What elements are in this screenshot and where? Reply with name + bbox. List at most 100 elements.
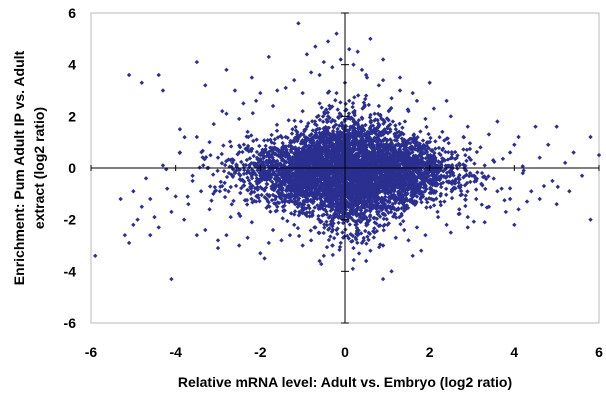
data-point [194,232,200,238]
data-point [318,154,324,159]
data-point [325,39,331,44]
data-point [335,107,340,112]
data-point [393,158,398,163]
data-point [272,137,278,142]
data-point [329,190,334,196]
data-point [444,192,449,197]
data-point [297,210,303,216]
data-point [480,174,486,180]
data-point [380,143,385,148]
data-point [482,163,487,168]
data-point [331,146,337,152]
data-point [278,150,283,155]
data-point [423,116,428,122]
data-point [326,203,331,209]
data-point [380,276,386,282]
data-point [322,111,328,116]
data-point [457,163,462,168]
data-point [258,176,264,181]
data-point [381,148,386,154]
data-point [240,178,246,183]
data-point [381,216,387,222]
data-point [373,130,378,135]
data-point [244,202,250,207]
data-point [330,252,336,258]
data-point [516,207,521,212]
data-point [421,160,426,165]
data-point [336,220,341,226]
data-point [181,217,187,222]
data-point [334,227,339,233]
data-point [468,179,473,185]
data-point [466,155,472,160]
data-point [418,147,424,152]
data-point [236,167,241,173]
data-point [245,175,250,180]
data-point [467,141,473,146]
data-point [322,225,327,230]
data-point [368,213,373,218]
data-point [354,154,359,159]
data-point [364,217,370,223]
data-point [340,142,345,148]
data-point [422,150,427,156]
data-point [425,170,430,176]
data-point [500,156,506,161]
data-point [220,108,225,114]
data-point [262,188,267,193]
data-point [160,88,166,93]
data-point [312,158,317,163]
data-point [340,220,346,226]
data-point [352,95,357,100]
data-point [512,222,517,228]
data-point [396,175,401,180]
data-point [438,152,443,158]
data-point [359,67,365,73]
data-point [428,185,433,191]
data-point [406,186,412,191]
data-point [224,174,230,180]
data-point [301,174,307,180]
data-point [321,230,326,236]
data-point [207,184,213,189]
data-point [173,194,178,199]
data-point [397,88,403,93]
data-point [458,192,463,198]
data-point [320,170,326,175]
data-point [279,190,285,196]
data-point [327,181,332,186]
data-point [465,124,470,129]
data-point [457,161,462,166]
data-point [295,197,301,203]
data-point [386,117,391,123]
data-point [273,182,278,187]
data-point [148,196,153,202]
data-point [177,150,182,156]
data-point [423,232,428,238]
data-point [463,193,468,198]
data-point [374,228,380,234]
data-point [224,111,229,116]
data-point [156,72,161,78]
data-point [349,115,354,120]
data-point [427,190,432,196]
data-point [405,138,411,143]
data-point [382,119,387,125]
data-point [524,199,530,204]
data-point [377,223,383,228]
data-point [267,204,272,209]
data-point [93,253,98,259]
data-point [230,167,236,172]
data-point [349,215,354,221]
data-point [405,191,410,196]
data-point [364,208,370,213]
data-point [410,90,415,96]
data-point [356,251,362,256]
data-point [271,169,276,174]
data-point [272,172,277,177]
data-point [428,196,434,202]
data-point [413,143,419,148]
data-point [486,132,492,137]
data-point [338,100,343,105]
data-point [475,170,480,175]
